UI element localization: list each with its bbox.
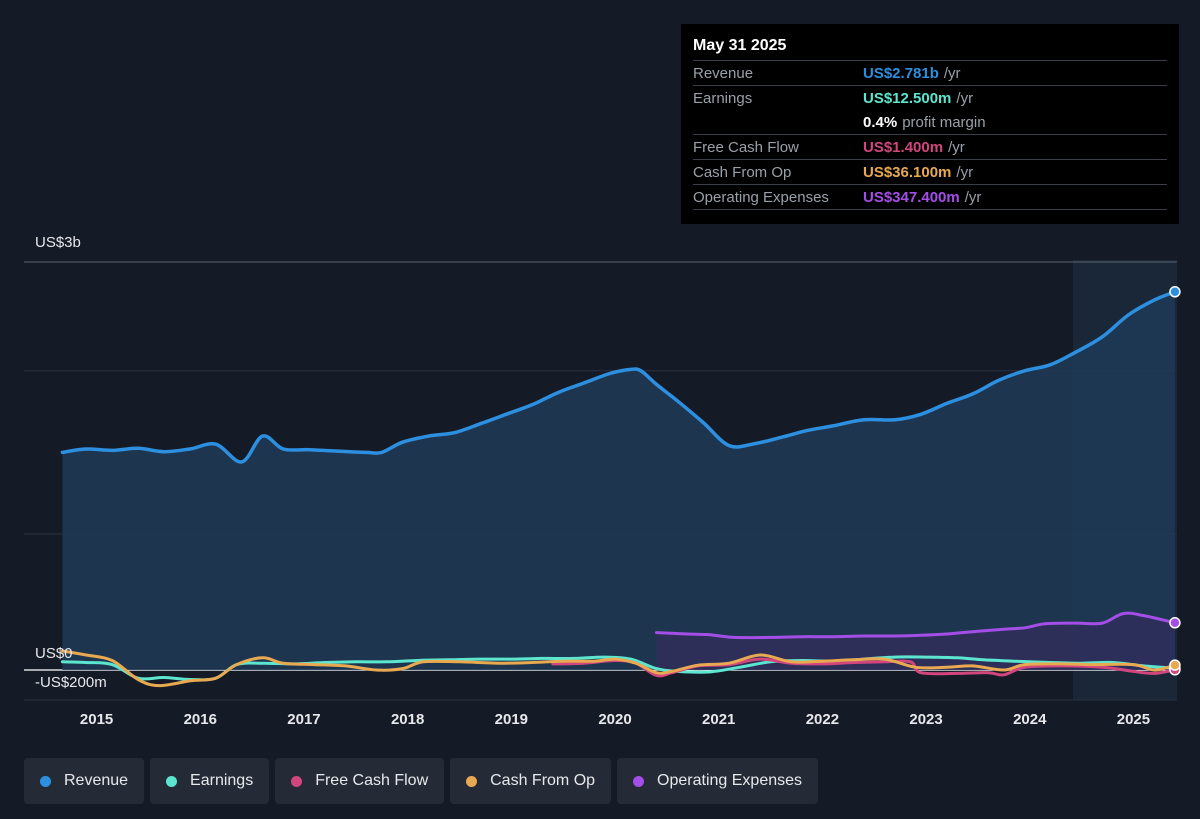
x-tick-label: 2022	[806, 711, 839, 728]
legend-label: Cash From Op	[490, 772, 596, 789]
tooltip-label: Revenue	[693, 64, 754, 82]
opex-area	[656, 613, 1175, 670]
y-tick-label: US$0	[35, 645, 73, 662]
x-tick-label: 2017	[287, 711, 320, 728]
tooltip-label: Earnings	[693, 89, 753, 107]
legend-dot-icon	[291, 775, 303, 787]
tooltip-unit: /yr	[964, 188, 982, 206]
tooltip-value: US$1.400m	[863, 138, 944, 156]
fcf-line	[551, 657, 1177, 678]
y-tick-label: -US$200m	[35, 674, 107, 691]
tooltip-panel: May 31 2025 Revenue US$2.781b/yr Earnings U…	[681, 24, 1179, 224]
legend-item-cash-from-op[interactable]: Cash From Op	[450, 758, 612, 804]
revenue-area	[62, 291, 1175, 670]
x-tick-label: 2020	[598, 711, 631, 728]
legend-label: Free Cash Flow	[315, 772, 429, 789]
tooltip-unit: profit margin	[902, 113, 986, 131]
tooltip-unit: /yr	[943, 64, 961, 82]
x-tick-label: 2024	[1013, 711, 1047, 728]
cfo-end-dot[interactable]	[1169, 659, 1181, 671]
tooltip-value: US$2.781b	[863, 64, 939, 82]
tooltip-row: Earnings US$12.500m/yr	[693, 85, 1167, 110]
tooltip-date: May 31 2025	[693, 37, 787, 54]
tooltip-unit: /yr	[956, 163, 974, 181]
tooltip-value: US$12.500m	[863, 89, 952, 107]
x-tick-label: 2021	[702, 711, 735, 728]
x-tick-label: 2019	[495, 711, 528, 728]
revenue-end-dot[interactable]	[1169, 286, 1181, 298]
legend-label: Revenue	[64, 772, 129, 789]
tooltip-label: Free Cash Flow	[693, 138, 799, 156]
legend-label: Operating Expenses	[657, 772, 803, 789]
opex-line	[655, 611, 1177, 640]
tooltip-row: Revenue US$2.781b/yr	[693, 60, 1167, 85]
tooltip-unit: /yr	[956, 89, 974, 107]
x-tick-label: 2025	[1117, 711, 1150, 728]
legend-dot-icon	[633, 775, 645, 787]
tooltip-label: Cash From Op	[693, 163, 792, 181]
tooltip-label: Operating Expenses	[693, 188, 829, 206]
tooltip-row: Cash From Op US$36.100m/yr	[693, 159, 1167, 184]
x-tick-label: 2015	[80, 711, 113, 728]
tooltip-value: 0.4%	[863, 113, 898, 131]
legend-item-revenue[interactable]: Revenue	[24, 758, 145, 804]
tooltip-value: US$36.100m	[863, 163, 952, 181]
legend-dot-icon	[40, 775, 51, 787]
tooltip-value: US$347.400m	[863, 188, 960, 206]
legend-item-operating-expenses[interactable]: Operating Expenses	[617, 758, 819, 804]
revenue-line	[60, 290, 1177, 464]
legend-item-free-cash-flow[interactable]: Free Cash Flow	[275, 758, 445, 804]
x-tick-label: 2018	[391, 711, 424, 728]
opex-end-dot[interactable]	[1169, 617, 1181, 629]
cfo-line	[60, 649, 1177, 688]
tooltip-row: Operating Expenses US$347.400m/yr	[693, 184, 1167, 210]
legend-item-earnings[interactable]: Earnings	[150, 758, 270, 804]
tooltip-row: 0.4% profit margin	[693, 110, 1167, 134]
tooltip-row: Free Cash Flow US$1.400m/yr	[693, 134, 1167, 159]
tooltip-unit: /yr	[948, 138, 965, 156]
legend-label: Earnings	[190, 772, 254, 789]
legend-dot-icon	[166, 775, 178, 787]
legend-dot-icon	[466, 775, 478, 787]
x-tick-label: 2023	[909, 711, 942, 728]
chart-legend: Revenue Earnings Free Cash Flow Cash From O…	[24, 758, 819, 804]
x-tick-label: 2016	[184, 711, 217, 728]
y-tick-label: US$3b	[35, 234, 81, 251]
